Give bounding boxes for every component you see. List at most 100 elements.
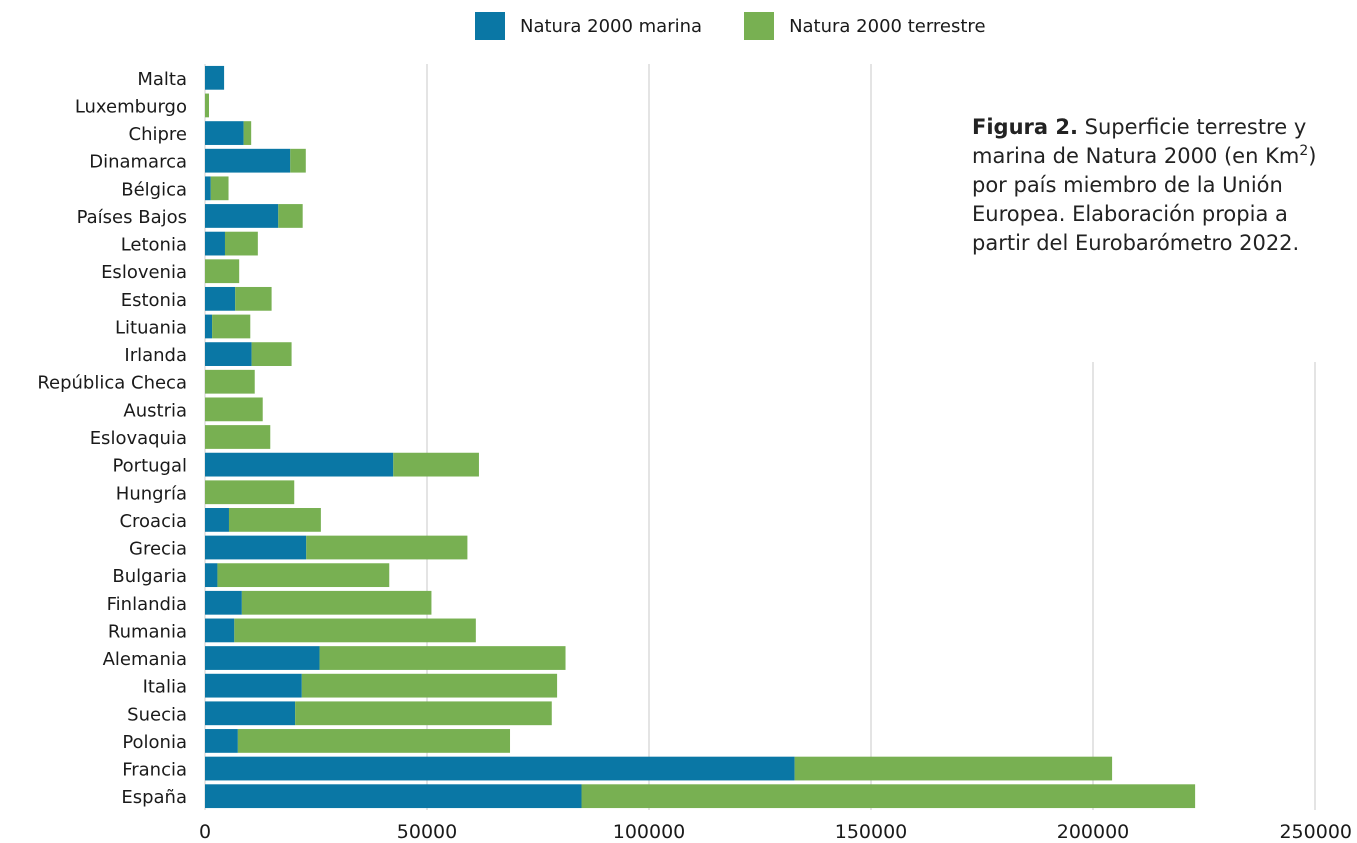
category-label: España	[121, 787, 187, 808]
caption-text-1: Superficie terrestre y	[1077, 115, 1307, 139]
category-label: Letonia	[121, 235, 187, 256]
legend: Natura 2000 marina Natura 2000 terrestre	[475, 12, 1028, 40]
bar-terrestre	[217, 563, 390, 588]
category-label: Irlanda	[124, 345, 187, 366]
bar-terrestre	[205, 259, 240, 284]
category-labels: Malta Luxemburgo Chipre Dinamarca Bélgica Paí…	[37, 69, 187, 808]
bar-terrestre	[224, 231, 258, 256]
bar-terrestre	[301, 673, 558, 698]
bar-terrestre	[290, 148, 306, 173]
caption-line-4: Europea. Elaboración propia a	[972, 202, 1288, 226]
bar-marina	[205, 618, 235, 643]
x-tick-label: 100000	[613, 821, 686, 843]
category-label: Hungría	[116, 483, 187, 504]
bar-terrestre	[234, 618, 476, 643]
bar-terrestre	[581, 784, 1196, 809]
caption-line-2: marina de Natura 2000 (en Km2)	[972, 142, 1352, 171]
category-label: Bélgica	[121, 179, 187, 200]
category-label: Países Bajos	[77, 207, 187, 228]
bar-marina	[205, 673, 302, 698]
category-label: Eslovenia	[101, 262, 187, 283]
bar-marina	[205, 646, 320, 670]
caption-text-2b: )	[1308, 144, 1317, 168]
category-label: Alemania	[103, 649, 187, 670]
caption-line-1: Figura 2. Superficie terrestre y	[972, 113, 1352, 142]
category-label: Lituania	[115, 317, 187, 338]
bar-terrestre	[228, 508, 321, 532]
x-tick-label: 0	[199, 821, 211, 843]
category-label: Grecia	[129, 539, 187, 560]
bar-terrestre	[393, 452, 479, 477]
bar-marina	[205, 204, 279, 228]
x-tick-label: 50000	[397, 821, 457, 843]
legend-item-marina: Natura 2000 marina	[475, 12, 702, 40]
category-label: Portugal	[112, 456, 187, 477]
bar-terrestre	[241, 590, 432, 615]
figure-caption: Figura 2. Superficie terrestre y marina …	[972, 113, 1352, 258]
category-label: Austria	[123, 400, 187, 421]
bar-marina	[205, 452, 394, 477]
bar-terrestre	[205, 425, 271, 449]
caption-figure-number: Figura 2.	[972, 115, 1078, 139]
bar-terrestre	[306, 535, 468, 560]
x-tick-label: 250000	[1279, 821, 1352, 843]
bar-terrestre	[205, 397, 263, 422]
category-label: República Checa	[37, 373, 187, 394]
bar-terrestre	[278, 204, 303, 228]
category-label: Finlandia	[107, 594, 187, 615]
bar-terrestre	[205, 93, 209, 118]
category-label: Estonia	[121, 290, 187, 311]
bar-marina	[205, 563, 218, 588]
x-tick-label: 150000	[835, 821, 908, 843]
bar-marina	[205, 701, 296, 726]
bar-terrestre	[251, 342, 292, 366]
bar-marina	[205, 176, 211, 201]
x-tick-labels: 0 50000 100000 150000 200000 250000	[199, 821, 1352, 843]
bar-marina	[205, 729, 238, 753]
x-tick-label: 200000	[1057, 821, 1130, 843]
legend-item-terrestre: Natura 2000 terrestre	[744, 12, 986, 40]
bar-marina	[205, 231, 225, 256]
bar-marina	[205, 784, 582, 809]
category-label: Bulgaria	[112, 566, 187, 587]
bar-terrestre	[794, 756, 1113, 781]
bar-marina	[205, 65, 225, 90]
bar-marina	[205, 535, 307, 560]
bar-marina	[205, 756, 795, 781]
bar-terrestre	[205, 369, 255, 394]
category-label: Suecia	[127, 704, 187, 725]
category-label: Polonia	[122, 732, 187, 753]
legend-swatch-terrestre	[744, 12, 775, 40]
caption-line-5: partir del Eurobarómetro 2022.	[972, 231, 1300, 255]
bar-marina	[205, 314, 213, 339]
caption-superscript: 2	[1299, 143, 1309, 159]
caption-line-3: por país miembro de la Unión	[972, 173, 1283, 197]
bar-marina	[205, 508, 229, 532]
legend-label-marina: Natura 2000 marina	[520, 15, 703, 37]
bar-marina	[205, 590, 242, 615]
bar-terrestre	[319, 646, 566, 670]
caption-text-2a: marina de Natura 2000 (en Km	[972, 144, 1300, 168]
bar-marina	[205, 121, 244, 145]
category-label: Italia	[143, 677, 187, 698]
legend-label-terrestre: Natura 2000 terrestre	[789, 15, 986, 37]
bar-marina	[205, 148, 291, 173]
category-label: Luxemburgo	[75, 96, 187, 117]
bar-terrestre	[295, 701, 552, 726]
bar-terrestre	[212, 314, 251, 339]
bar-marina	[205, 342, 252, 366]
category-label: Croacia	[119, 511, 187, 532]
bar-marina	[205, 286, 236, 311]
category-label: Francia	[122, 760, 187, 781]
category-label: Chipre	[129, 124, 187, 145]
bar-terrestre	[237, 729, 511, 753]
bar-terrestre	[243, 121, 252, 145]
bars	[205, 65, 1196, 809]
bar-terrestre	[235, 286, 272, 311]
legend-swatch-marina	[475, 12, 505, 40]
category-label: Dinamarca	[89, 152, 187, 173]
bar-terrestre	[210, 176, 229, 201]
bar-terrestre	[205, 480, 295, 505]
category-label: Eslovaquia	[90, 428, 187, 449]
